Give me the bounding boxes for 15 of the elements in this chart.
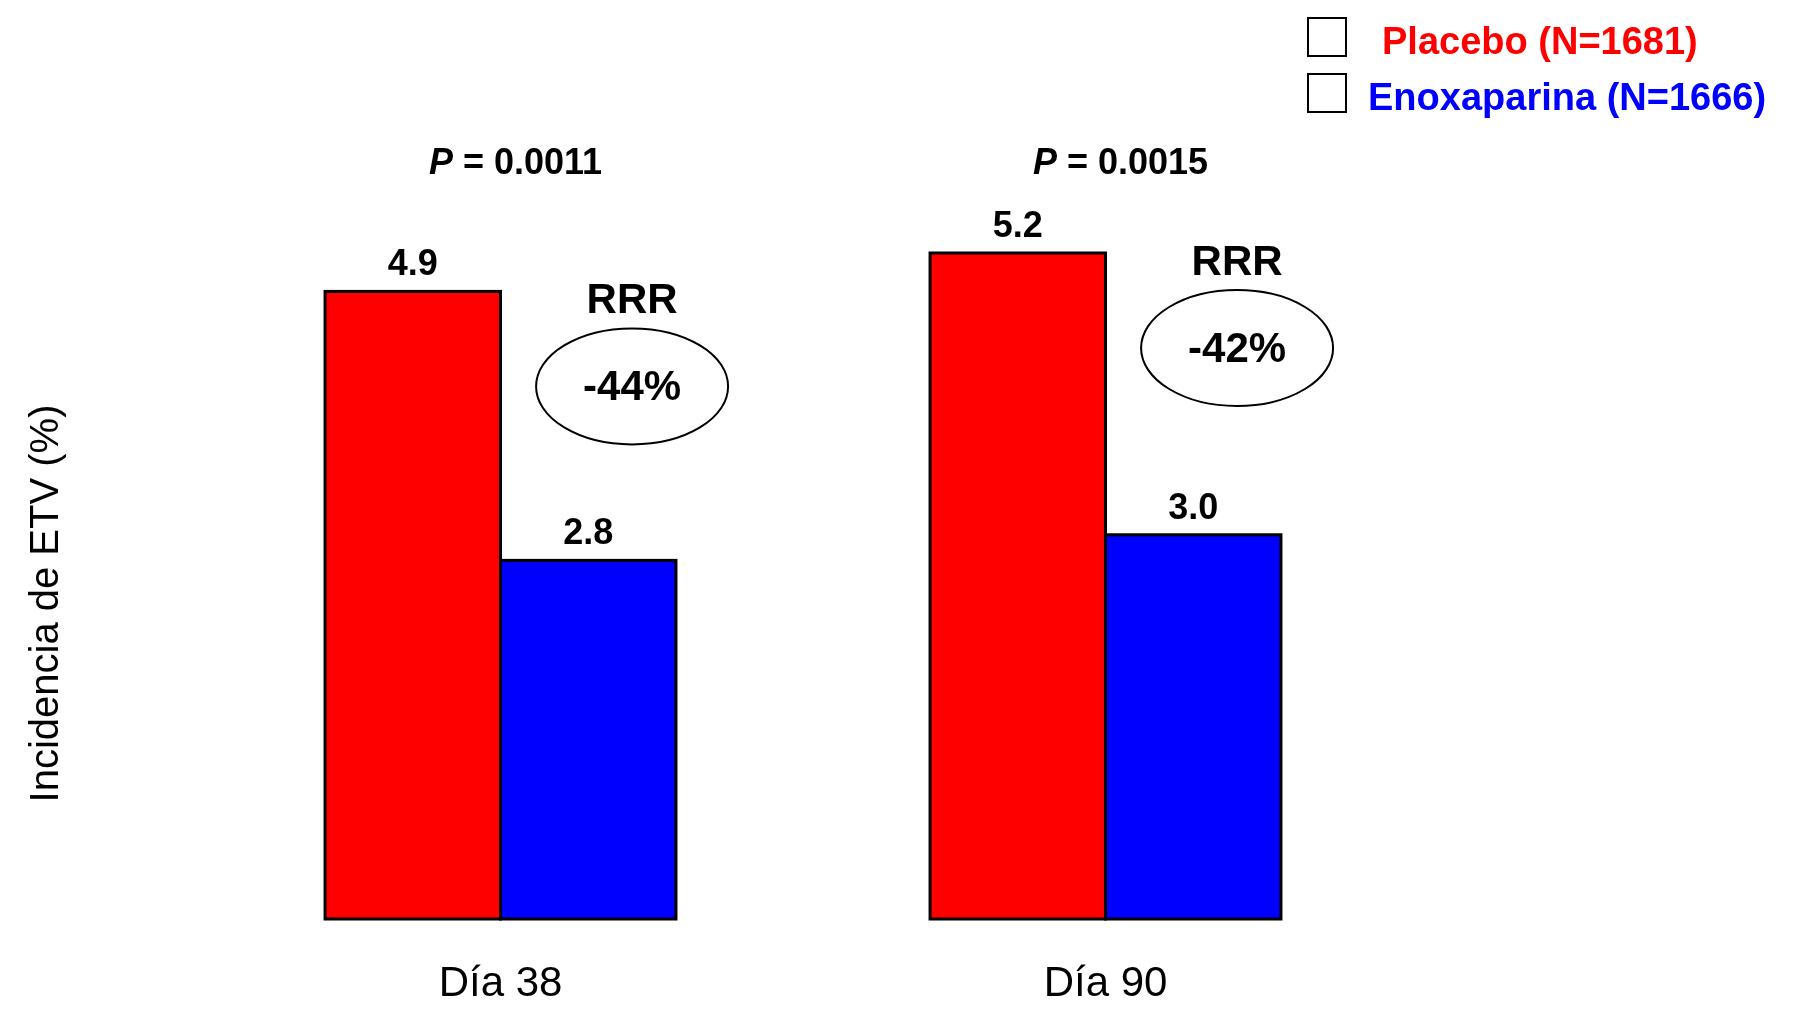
text: P = 0.0015 — [1032, 141, 1209, 182]
annotation: -42% — [1188, 324, 1287, 371]
x-tick-label: Día 90 — [1043, 958, 1168, 1005]
data-label: 2.8 — [563, 511, 614, 553]
data-label: 3.0 — [1168, 485, 1219, 527]
legend-label: Placebo (N=1681) — [1382, 20, 1698, 62]
annotation: -44% — [583, 362, 682, 410]
data-label: 4.9 — [387, 242, 438, 284]
x-tick-label: Día 38 — [438, 958, 563, 1005]
annotation: RRR — [1191, 237, 1283, 284]
y-axis-title: Incidencia de ETV (%) — [22, 404, 66, 803]
text: P = 0.0011 — [428, 141, 603, 182]
legend-label: Enoxaparina (N=1666) — [1368, 76, 1767, 118]
data-label: 5.2 — [992, 204, 1043, 245]
annotation: RRR — [586, 275, 678, 323]
